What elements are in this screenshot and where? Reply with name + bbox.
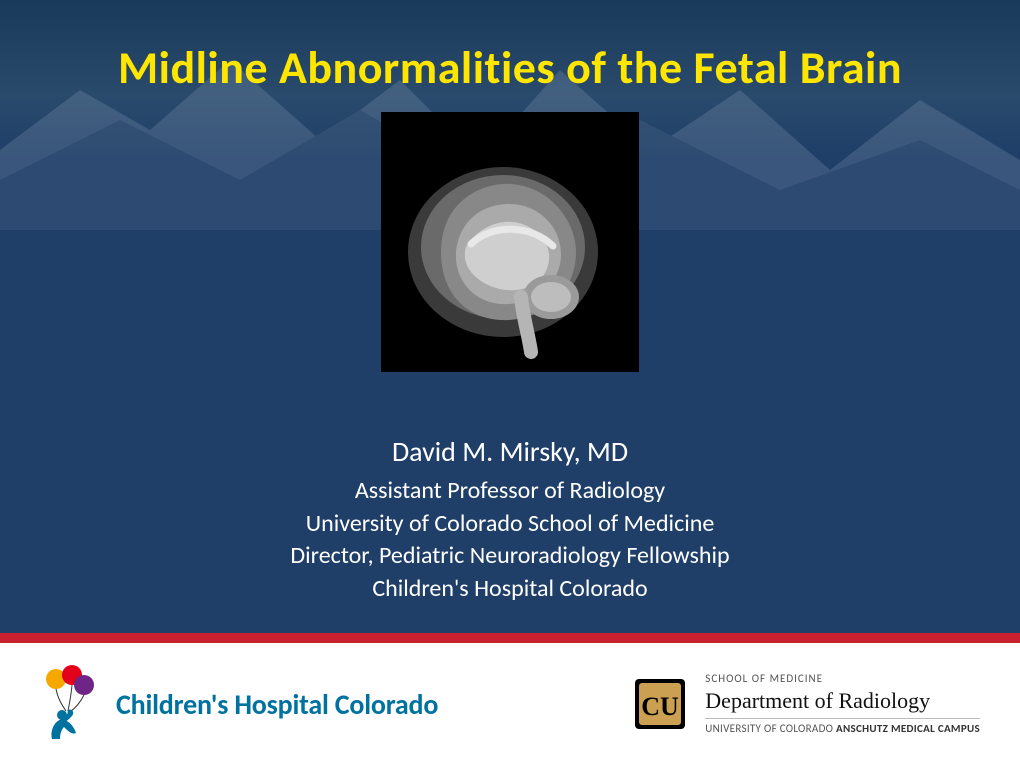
chc-logo-text: Children's Hospital Colorado — [116, 687, 438, 722]
slide-title: Midline Abnormalities of the Fetal Brain — [0, 40, 1020, 96]
slide: Midline Abnormalities of the Fetal Brain — [0, 0, 1020, 765]
author-name: David M. Mirsky, MD — [0, 434, 1020, 469]
footer: Children's Hospital Colorado CU SCHOOL O… — [0, 643, 1020, 765]
slide-main: Midline Abnormalities of the Fetal Brain — [0, 0, 1020, 633]
credit-line: Children's Hospital Colorado — [0, 573, 1020, 605]
credit-line: Director, Pediatric Neuroradiology Fello… — [0, 540, 1020, 572]
mri-image — [381, 112, 639, 372]
cu-shield-icon: CU — [631, 675, 689, 733]
credits-block: David M. Mirsky, MD Assistant Professor … — [0, 434, 1020, 605]
credit-line: University of Colorado School of Medicin… — [0, 508, 1020, 540]
cu-logo: CU SCHOOL OF MEDICINE Department of Radi… — [631, 673, 980, 734]
chc-logo: Children's Hospital Colorado — [40, 665, 438, 743]
cu-campus-label: UNIVERSITY OF COLORADO ANSCHUTZ MEDICAL … — [705, 718, 980, 735]
svg-text:CU: CU — [642, 692, 680, 721]
cu-campus-prefix: UNIVERSITY OF COLORADO — [705, 722, 836, 735]
cu-school-label: SCHOOL OF MEDICINE — [705, 673, 980, 685]
credit-line: Assistant Professor of Radiology — [0, 475, 1020, 507]
cu-department-label: Department of Radiology — [705, 689, 980, 712]
divider-bar — [0, 633, 1020, 643]
cu-campus-bold: ANSCHUTZ MEDICAL CAMPUS — [836, 722, 980, 735]
balloons-icon — [40, 665, 102, 743]
cu-text-block: SCHOOL OF MEDICINE Department of Radiolo… — [705, 673, 980, 734]
